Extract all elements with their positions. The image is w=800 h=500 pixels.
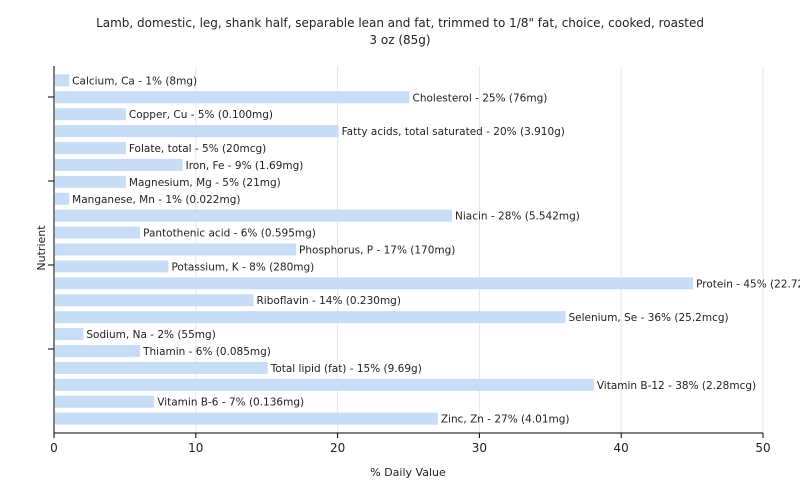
bar bbox=[55, 158, 183, 171]
bar bbox=[55, 226, 141, 239]
bar-label: Vitamin B-6 - 7% (0.136mg) bbox=[157, 397, 304, 409]
bar bbox=[55, 192, 70, 205]
bar-label: Copper, Cu - 5% (0.100mg) bbox=[129, 109, 273, 121]
bar-label: Magnesium, Mg - 5% (21mg) bbox=[129, 177, 281, 189]
bar bbox=[55, 91, 410, 104]
bar bbox=[55, 243, 297, 256]
x-tick-label: 40 bbox=[614, 441, 629, 455]
bar bbox=[55, 294, 254, 307]
x-tick-label: 20 bbox=[330, 441, 345, 455]
bar bbox=[55, 125, 339, 138]
bar-label: Pantothenic acid - 6% (0.595mg) bbox=[143, 228, 316, 240]
bar bbox=[55, 142, 126, 155]
bar-label: Total lipid (fat) - 15% (9.69g) bbox=[270, 363, 422, 375]
bar-label: Sodium, Na - 2% (55mg) bbox=[86, 329, 215, 341]
y-axis-label: Nutrient bbox=[35, 225, 48, 271]
bar-label: Protein - 45% (22.72g) bbox=[696, 278, 800, 290]
x-tick-label: 0 bbox=[50, 441, 58, 455]
bar-label: Potassium, K - 8% (280mg) bbox=[171, 261, 314, 273]
bar-label: Phosphorus, P - 17% (170mg) bbox=[299, 245, 455, 257]
bar-label: Folate, total - 5% (20mcg) bbox=[129, 143, 266, 155]
bar-label: Iron, Fe - 9% (1.69mg) bbox=[186, 160, 304, 172]
bar-label: Riboflavin - 14% (0.230mg) bbox=[257, 295, 401, 307]
bar-label: Calcium, Ca - 1% (8mg) bbox=[72, 75, 197, 87]
bar-label: Niacin - 28% (5.542mg) bbox=[455, 211, 580, 223]
bar-label: Zinc, Zn - 27% (4.01mg) bbox=[441, 414, 570, 426]
chart-title: Lamb, domestic, leg, shank half, separab… bbox=[96, 16, 704, 30]
bar-label: Cholesterol - 25% (76mg) bbox=[413, 92, 548, 104]
x-tick-label: 30 bbox=[472, 441, 487, 455]
bar-label: Fatty acids, total saturated - 20% (3.91… bbox=[342, 126, 565, 138]
bar bbox=[55, 260, 169, 273]
bar bbox=[55, 378, 594, 391]
bar-label: Selenium, Se - 36% (25.2mcg) bbox=[568, 312, 728, 324]
bar bbox=[55, 74, 70, 87]
bar-label: Vitamin B-12 - 38% (2.28mcg) bbox=[597, 380, 756, 392]
bar bbox=[55, 361, 268, 374]
plot-area: Calcium, Ca - 1% (8mg) Cholesterol - 25% … bbox=[48, 66, 800, 455]
bar bbox=[55, 412, 438, 425]
x-axis-label: % Daily Value bbox=[370, 466, 446, 479]
bar bbox=[55, 175, 126, 188]
x-tick-label: 10 bbox=[188, 441, 203, 455]
bar bbox=[55, 209, 453, 222]
bar bbox=[55, 328, 84, 341]
bar bbox=[55, 108, 126, 121]
x-tick-label: 50 bbox=[755, 441, 770, 455]
bar bbox=[55, 395, 155, 408]
bar-label: Thiamin - 6% (0.085mg) bbox=[142, 346, 271, 358]
chart-subtitle: 3 oz (85g) bbox=[369, 33, 430, 47]
bar bbox=[55, 277, 694, 290]
bar-label: Manganese, Mn - 1% (0.022mg) bbox=[72, 194, 240, 206]
bar bbox=[55, 344, 141, 357]
bar bbox=[55, 311, 566, 324]
